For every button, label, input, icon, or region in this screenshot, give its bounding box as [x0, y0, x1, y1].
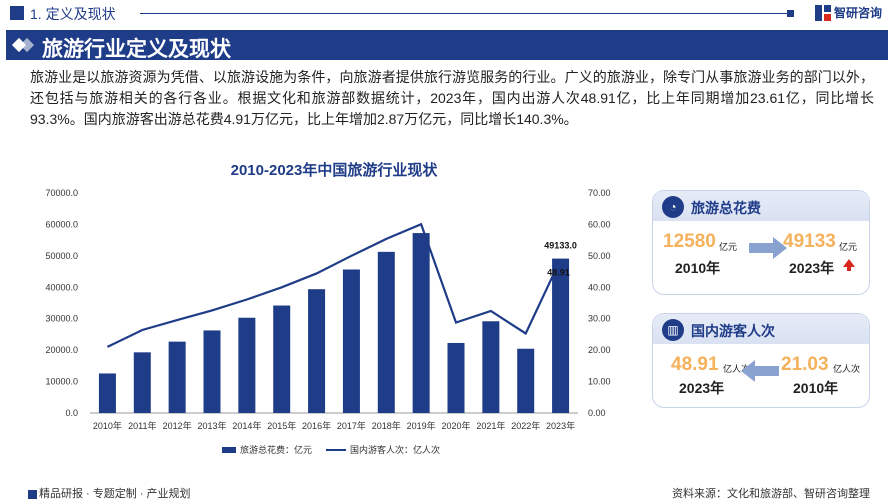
bar-2017年 — [342, 269, 360, 413]
legend-bar-label: 旅游总花费：亿元 — [240, 444, 312, 455]
bar-2020年 — [447, 342, 465, 413]
left-axis-tick-label: 40000.0 — [45, 282, 78, 292]
bar-2018年 — [377, 251, 395, 413]
x-tick-label: 2015年 — [267, 420, 296, 431]
intro-paragraph: 旅游业是以旅游资源为凭借、以旅游设施为条件，向旅游者提供旅行游览服务的行业。广义… — [30, 69, 874, 127]
left-year: 2023年 — [679, 380, 725, 396]
from-year: 2010年 — [675, 260, 721, 276]
right-axis-tick-label: 60.00 — [588, 219, 611, 229]
x-tick-label: 2013年 — [197, 420, 226, 431]
card-title: 国内游客人次 — [691, 323, 775, 339]
x-tick-label: 2022年 — [511, 420, 540, 431]
left-axis-tick-label: 70000.0 — [45, 188, 78, 198]
bar-2023年 — [552, 258, 570, 413]
chart-title: 2010-2023年中国旅游行业现状 — [231, 161, 439, 179]
right-value: 21.03 — [781, 354, 829, 375]
chart-container: 2010-2023年中国旅游行业现状 0.0 10000.0 20000.0 30000… — [0, 155, 640, 485]
source-note: 资料来源：文化和旅游部、智研咨询整理 — [672, 488, 870, 500]
left-axis-tick-label: 10000.0 — [45, 377, 78, 387]
total-spending-card: ◔ 旅游总花费 12580 亿元 2010年 49133 亿元 2023年 — [652, 190, 870, 295]
legend-line-label: 国内游客人次：亿人次 — [350, 444, 440, 455]
bar-2016年 — [308, 289, 326, 413]
right-axis-tick-label: 30.00 — [588, 314, 611, 324]
to-unit: 亿元 — [839, 242, 858, 252]
x-tick-label: 2021年 — [476, 420, 505, 431]
left-unit: 亿人次 — [723, 364, 751, 374]
x-tick-label: 2019年 — [407, 420, 436, 431]
card-header: ▥ 国内游客人次 — [653, 314, 869, 344]
title-bar: 旅游行业定义及现状 — [6, 30, 888, 61]
bar-2010年 — [98, 373, 116, 413]
right-axis-tick-label: 50.00 — [588, 251, 611, 261]
right-axis-tick-label: 0.00 — [588, 408, 606, 418]
brand-logo-icon — [814, 4, 831, 21]
domestic-visitors-card: ▥ 国内游客人次 48.91 亿人次 2023年 21.03 亿人次 2010年 — [652, 313, 870, 408]
right-axis-tick-label: 10.00 — [588, 377, 611, 387]
from-value: 12580 — [663, 231, 716, 252]
left-axis-tick-label: 50000.0 — [45, 251, 78, 261]
visitors-line — [106, 222, 562, 348]
x-tick-label: 2014年 — [232, 420, 261, 431]
left-axis-tick-label: 30000.0 — [45, 314, 78, 324]
section-marker-icon — [10, 6, 24, 20]
x-tick-label: 2010年 — [93, 420, 122, 431]
increase-arrow-icon — [843, 259, 855, 271]
to-year: 2023年 — [789, 260, 835, 276]
brand-small-icon — [28, 489, 37, 499]
bar-2015年 — [273, 305, 291, 413]
right-arrow-icon — [749, 237, 787, 259]
right-unit: 亿人次 — [833, 364, 861, 374]
bar-2019年 — [412, 233, 430, 413]
top-bar: 1. 定义及现状 智研咨询 — [0, 0, 894, 26]
x-tick-label: 2017年 — [337, 420, 366, 431]
brand-name: 智研咨询 — [833, 6, 882, 20]
left-arrow-icon — [741, 360, 779, 382]
x-tick-label: 2016年 — [302, 420, 331, 431]
right-axis-tick-label: 40.00 — [588, 282, 611, 292]
bar-2021年 — [482, 321, 500, 413]
section-label: 1. 定义及现状 — [30, 6, 116, 22]
bar-2011年 — [133, 352, 151, 413]
from-unit: 亿元 — [719, 242, 738, 252]
footer-items: 精品研报 · 专题定制 · 产业规划 — [28, 485, 191, 500]
page-title: 旅游行业定义及现状 — [42, 38, 231, 61]
bar-2014年 — [238, 317, 256, 413]
card-title: 旅游总花费 — [691, 200, 761, 216]
x-tick-label: 2020年 — [441, 420, 470, 431]
right-year: 2010年 — [793, 380, 839, 396]
pie-chart-icon: ◔ — [662, 196, 684, 218]
footer-items-text: 精品研报 · 专题定制 · 产业规划 — [39, 488, 191, 500]
footer: 精品研报 · 专题定制 · 产业规划 资料来源：文化和旅游部、智研咨询整理 — [0, 484, 894, 500]
x-tick-label: 2012年 — [163, 420, 192, 431]
left-axis-tick-label: 20000.0 — [45, 345, 78, 355]
to-value: 49133 — [783, 231, 836, 252]
line-data-label: 48.91 — [547, 267, 570, 277]
bar-2013年 — [203, 330, 221, 413]
x-tick-label: 2018年 — [372, 420, 401, 431]
brand: 智研咨询 — [814, 4, 882, 21]
left-axis-tick-label: 60000.0 — [45, 219, 78, 229]
chart-svg: 2010-2023年中国旅游行业现状 0.0 10000.0 20000.0 30000… — [45, 161, 611, 455]
bar-2012年 — [168, 341, 186, 413]
bar-data-label: 49133.0 — [544, 241, 577, 251]
card-header: ◔ 旅游总花费 — [653, 191, 869, 221]
right-axis-tick-label: 20.00 — [588, 345, 611, 355]
bar-chart-icon: ▥ — [662, 319, 684, 341]
left-axis-tick-label: 0.0 — [65, 408, 78, 418]
legend-bar-swatch — [222, 447, 236, 453]
x-tick-label: 2023年 — [546, 420, 575, 431]
left-value: 48.91 — [671, 354, 719, 375]
x-tick-label: 2011年 — [128, 420, 156, 431]
bar-2022年 — [517, 348, 535, 413]
right-axis-tick-label: 70.00 — [588, 188, 611, 198]
header-divider — [140, 10, 794, 17]
